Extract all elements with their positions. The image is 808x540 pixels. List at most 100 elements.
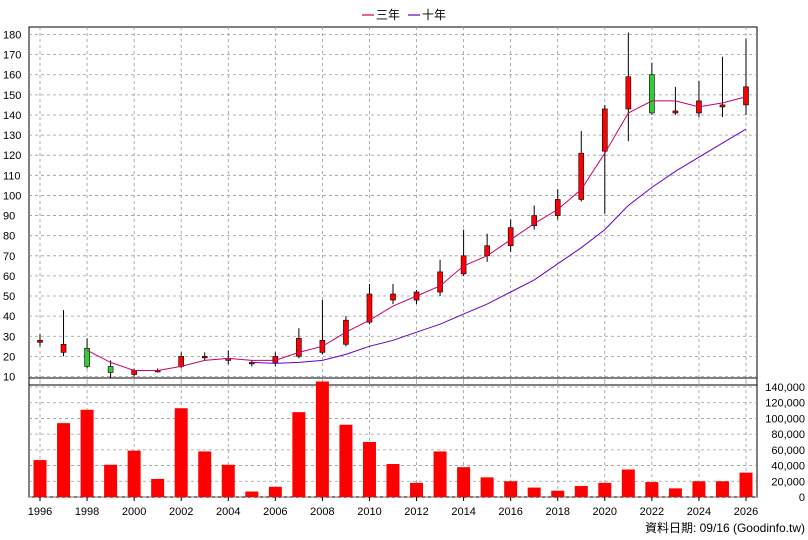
- x-tick-label: 2018: [545, 506, 569, 518]
- volume-bar: [198, 451, 212, 497]
- ma10-line: [251, 128, 747, 364]
- price-tick-label: 30: [3, 331, 15, 343]
- candle-body: [531, 215, 538, 226]
- x-tick-label: 2024: [687, 506, 711, 518]
- volume-bar: [692, 481, 706, 497]
- volume-tick-label: 120,000: [765, 398, 805, 410]
- candle-body: [37, 339, 43, 343]
- candle-body: [201, 356, 208, 359]
- volume-bar: [598, 482, 612, 497]
- candle-body: [649, 74, 655, 114]
- price-tick-label: 130: [3, 130, 21, 142]
- x-tick-label: 2008: [310, 506, 334, 518]
- volume-bar: [268, 486, 282, 497]
- candle-body: [131, 370, 137, 375]
- candle-body: [437, 271, 443, 293]
- volume-bar: [315, 381, 329, 497]
- volume-bar: [221, 464, 235, 497]
- ma3-line: [86, 96, 747, 371]
- volume-bar: [457, 467, 471, 497]
- x-tick-label: 1996: [28, 506, 52, 518]
- volume-bar: [645, 482, 659, 497]
- volume-bar: [339, 424, 353, 497]
- candle-body: [672, 110, 679, 114]
- price-tick-label: 140: [3, 110, 21, 122]
- volume-bar: [245, 491, 259, 497]
- volume-bar: [527, 487, 541, 497]
- price-tick-label: 150: [3, 90, 21, 102]
- price-tick-label: 160: [3, 70, 21, 82]
- x-tick-label: 2004: [216, 506, 240, 518]
- price-tick-label: 100: [3, 190, 21, 202]
- volume-tick-label: 80,000: [771, 429, 805, 441]
- volume-tick-label: 40,000: [771, 461, 805, 473]
- x-tick-label: 2006: [263, 506, 287, 518]
- x-tick-label: 2020: [593, 506, 617, 518]
- x-tick-label: 2002: [169, 506, 193, 518]
- price-tick-label: 60: [3, 271, 15, 283]
- candle-body: [296, 337, 302, 357]
- volume-bar: [292, 412, 306, 497]
- volume-bar: [574, 486, 588, 497]
- volume-bar: [386, 464, 400, 497]
- candle-body: [507, 227, 514, 247]
- x-tick-label: 2014: [451, 506, 475, 518]
- candle-body: [601, 108, 608, 152]
- x-tick-label: 2016: [498, 506, 522, 518]
- volume-bar: [433, 451, 447, 497]
- x-tick-label: 2012: [404, 506, 428, 518]
- candle-body: [107, 366, 114, 373]
- volume-bar: [362, 442, 376, 497]
- legend-label: 十年: [422, 8, 446, 22]
- x-tick-label: 2026: [734, 506, 758, 518]
- x-tick-label: 2010: [357, 506, 381, 518]
- candle-body: [366, 293, 373, 323]
- candle-body: [719, 104, 726, 108]
- price-tick-label: 40: [3, 311, 15, 323]
- volume-bar: [551, 490, 565, 497]
- volume-bar: [504, 481, 518, 497]
- price-tick-label: 170: [3, 50, 21, 62]
- volume-bar: [104, 464, 118, 497]
- volume-bar: [739, 472, 753, 497]
- volume-tick-label: 60,000: [771, 445, 805, 457]
- price-panel-frame: [28, 26, 758, 386]
- candle-body: [178, 356, 184, 367]
- legend-label: 三年: [376, 8, 400, 22]
- volume-bar: [480, 477, 494, 497]
- volume-bar: [715, 481, 729, 497]
- volume-bar: [668, 488, 682, 497]
- x-tick-label: 2022: [640, 506, 664, 518]
- x-tick-label: 1998: [75, 506, 99, 518]
- volume-tick-label: 140,000: [765, 382, 805, 394]
- price-panel: 10 20 30 40 50 60 70 80 90 100 110 120 130 140 150 160 1…: [3, 26, 758, 386]
- price-tick-label: 20: [3, 351, 15, 363]
- volume-bar: [621, 469, 635, 497]
- volume-bar: [57, 423, 71, 497]
- price-tick-label: 80: [3, 231, 15, 243]
- x-axis: 1996 1998 2000 2002 2004 2006 2008 2010 2012 2014…: [28, 497, 758, 518]
- price-tick-label: 180: [3, 30, 21, 42]
- data-date-footer: 資料日期: 09/16 (Goodinfo.tw): [645, 521, 805, 535]
- legend: 三年 十年: [362, 8, 446, 22]
- volume-bar: [80, 409, 94, 497]
- x-tick-label: 2000: [122, 506, 146, 518]
- volume-bar: [127, 450, 141, 497]
- price-tick-label: 70: [3, 251, 15, 263]
- candle-body: [84, 348, 90, 367]
- price-tick-label: 10: [3, 372, 15, 384]
- candle-body: [578, 152, 585, 200]
- volume-bar: [151, 478, 165, 497]
- volume-bar: [410, 482, 424, 497]
- volume-panel: 0 20,000 40,000 60,000 80,000 100,000 120,000 1…: [28, 377, 805, 504]
- volume-tick-label: 20,000: [771, 476, 805, 488]
- candle-body: [390, 293, 396, 301]
- price-tick-label: 90: [3, 211, 15, 223]
- price-tick-label: 110: [3, 170, 21, 182]
- price-tick-label: 120: [3, 150, 21, 162]
- candle-body: [743, 86, 749, 106]
- price-tick-label: 50: [3, 291, 15, 303]
- volume-tick-label: 0: [799, 492, 805, 504]
- candle-body: [60, 344, 67, 353]
